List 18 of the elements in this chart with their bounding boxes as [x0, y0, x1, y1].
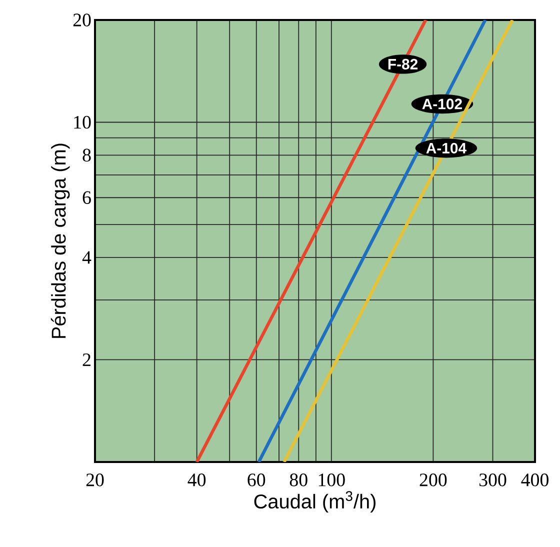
x-tick-label: 200 [420, 474, 447, 486]
x-tick-label: 40 [188, 474, 206, 486]
x-tick-label: 100 [318, 474, 345, 486]
y-tick-label: 6 [82, 191, 91, 204]
x-tick-label: 60 [248, 474, 266, 486]
x-tick-label: 400 [521, 474, 548, 486]
series-label: A-102 [422, 98, 462, 110]
y-tick-label: 2 [82, 353, 90, 366]
x-tick-label: 300 [479, 474, 506, 486]
x-tick-label: 80 [290, 474, 308, 486]
series-label: A-104 [426, 142, 466, 154]
y-tick-label: 20 [73, 14, 91, 26]
y-tick-label: 4 [82, 251, 92, 264]
y-tick-label: 8 [82, 148, 91, 162]
y-tick-label: 10 [74, 116, 91, 129]
series-label: F-82 [388, 58, 418, 70]
x-axis-title: Caudal (m$^{3}$/h) [254, 491, 376, 512]
y-axis-title: Pérdidas de carga (m) [50, 144, 70, 338]
